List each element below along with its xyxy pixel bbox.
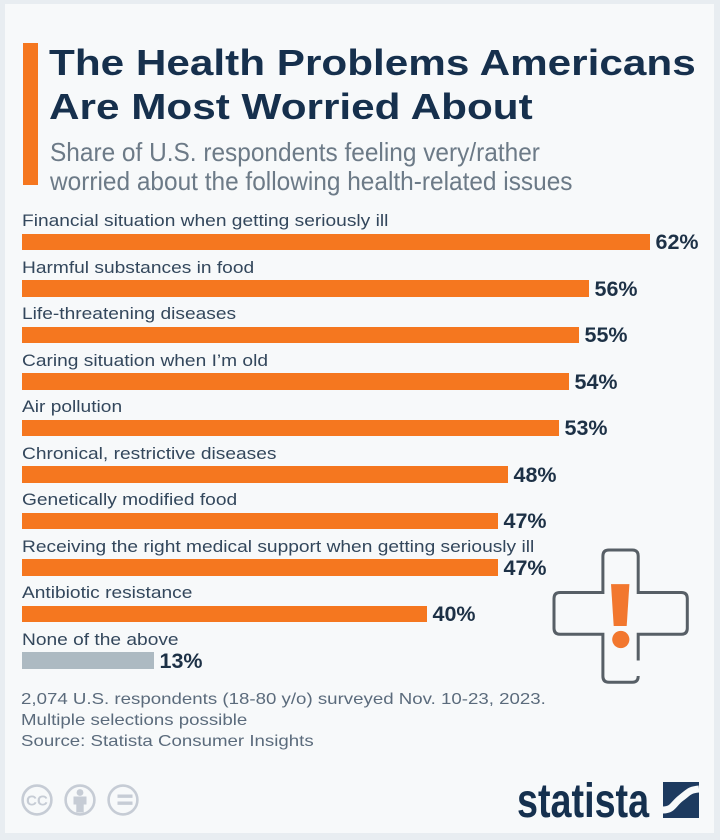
svg-text:CC: CC: [26, 793, 48, 810]
